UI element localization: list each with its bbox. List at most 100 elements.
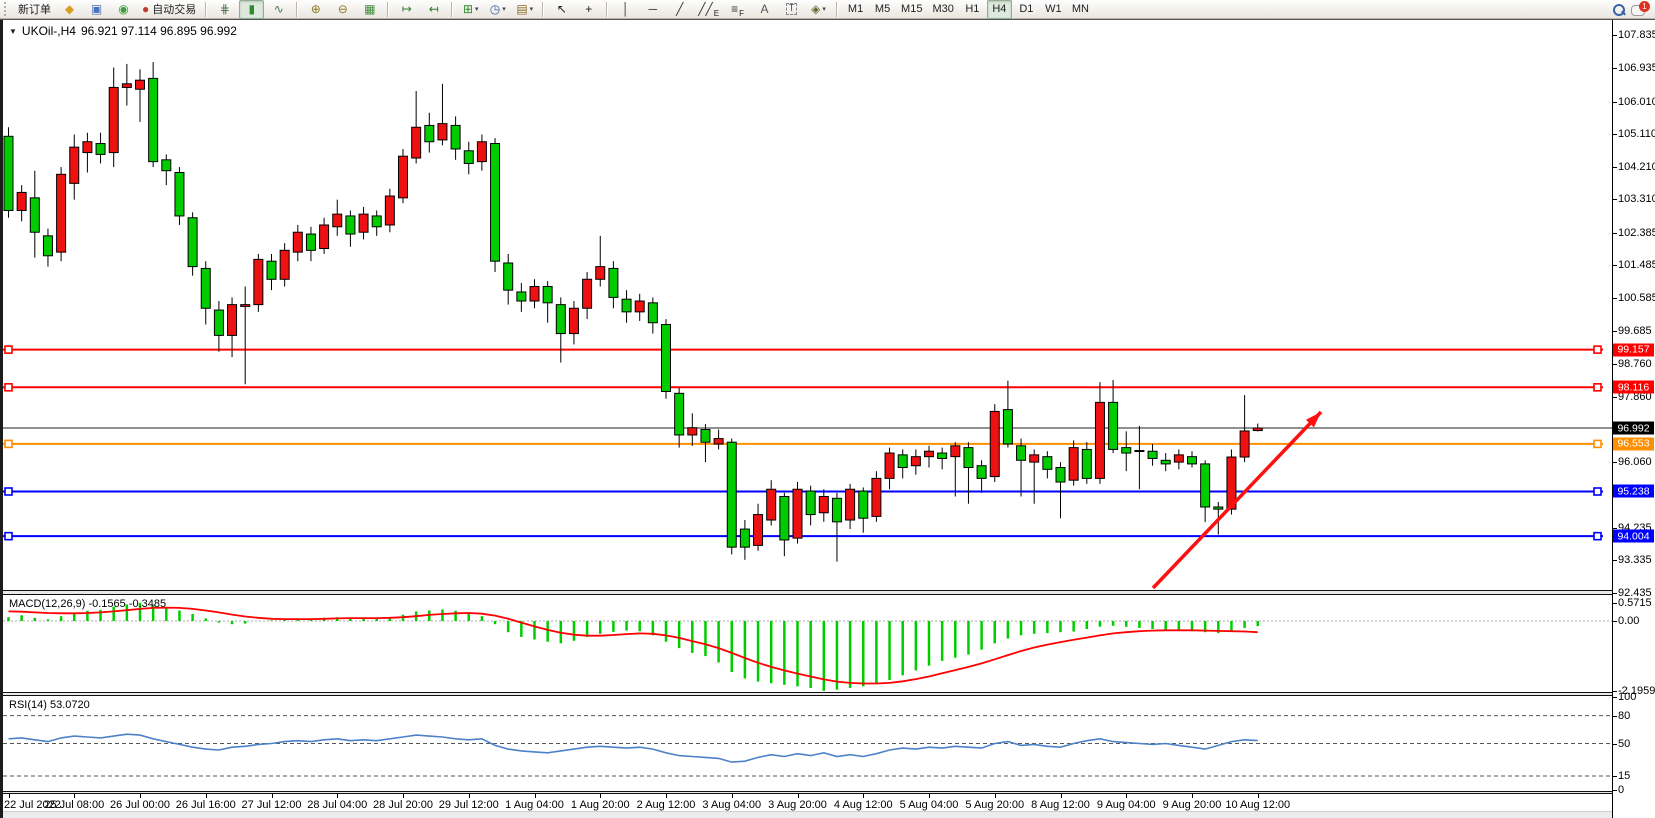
zoom-out-button[interactable]: ⊖ bbox=[330, 0, 355, 19]
axis-tick bbox=[1613, 621, 1617, 622]
text-button[interactable]: A bbox=[752, 0, 777, 19]
line-handle[interactable] bbox=[4, 383, 13, 392]
candle-body bbox=[424, 124, 435, 143]
search-icon[interactable] bbox=[1612, 3, 1625, 16]
candle-body bbox=[253, 258, 264, 306]
time-axis-label: 3 Aug 04:00 bbox=[702, 799, 762, 811]
dropdown-arrow-icon[interactable]: ▾ bbox=[822, 6, 826, 13]
horizontal-line-96.553[interactable] bbox=[3, 439, 1603, 449]
line-handle[interactable] bbox=[1593, 383, 1602, 392]
candlestick-button[interactable]: ▮ bbox=[239, 0, 265, 19]
panel-divider[interactable] bbox=[0, 791, 1612, 794]
market-watch-icon-button[interactable]: ◆ bbox=[57, 0, 82, 19]
candle-body bbox=[345, 215, 356, 235]
axis-tick bbox=[1613, 68, 1617, 70]
line-handle[interactable] bbox=[1593, 439, 1602, 449]
ohlc-values: 96.921 97.114 96.895 96.992 bbox=[80, 24, 237, 38]
price-axis-label: 106.935 bbox=[1618, 62, 1655, 75]
tile-windows-button[interactable]: ▦ bbox=[357, 0, 382, 19]
periods-button[interactable]: ◷ ▾ bbox=[485, 0, 510, 19]
timeframe-m1-button-label: M1 bbox=[847, 3, 864, 15]
timeframe-m30-button[interactable]: M30 bbox=[928, 0, 957, 19]
data-window-icon-button[interactable]: ▣ bbox=[84, 0, 109, 19]
price-badge-94.004: 94.004 bbox=[1613, 529, 1654, 543]
panel-divider[interactable] bbox=[0, 692, 1612, 696]
price-badge-98.116: 98.116 bbox=[1613, 380, 1654, 394]
bar-chart-button[interactable]: ⋕ bbox=[212, 0, 237, 19]
dropdown-arrow-icon[interactable]: ▾ bbox=[475, 6, 479, 13]
candle-body bbox=[240, 304, 251, 307]
line-handle[interactable] bbox=[1593, 531, 1602, 541]
line-handle[interactable] bbox=[1593, 487, 1602, 496]
symbol-dropdown-icon[interactable]: ▼ bbox=[9, 26, 17, 36]
axis-tick bbox=[1613, 461, 1617, 463]
horizontal-line-98.116[interactable] bbox=[3, 383, 1603, 392]
chat-icon[interactable]: 1 bbox=[1631, 0, 1650, 16]
line-handle[interactable] bbox=[4, 487, 13, 496]
price-axis[interactable]: 107.835 106.935 106.010 105.110 104.210 103.3… bbox=[1612, 20, 1655, 818]
time-axis-label: 2 Aug 12:00 bbox=[636, 799, 696, 811]
horizontal-line-button[interactable]: ─ bbox=[640, 0, 665, 19]
vertical-line-button[interactable]: │ bbox=[613, 0, 638, 19]
autotrade-button[interactable]: ● 自动交易 bbox=[138, 0, 200, 19]
macd-panel-canvas[interactable] bbox=[3, 595, 1612, 692]
timeframe-h1-button[interactable]: H1 bbox=[960, 0, 985, 19]
candle-body bbox=[161, 159, 172, 172]
zoom-in-button[interactable]: ⊕ bbox=[303, 0, 328, 19]
time-axis-label: 1 Aug 04:00 bbox=[505, 799, 564, 811]
horizontal-line-94.004[interactable] bbox=[3, 531, 1603, 541]
toolbar-separator bbox=[451, 1, 454, 17]
price-axis-label: 101.485 bbox=[1618, 259, 1655, 272]
templates-button[interactable]: ▤ ▾ bbox=[512, 0, 537, 19]
line-handle[interactable] bbox=[4, 345, 13, 354]
time-axis-label: 28 Jul 04:00 bbox=[307, 799, 368, 811]
timeframe-mn-button[interactable]: MN bbox=[1068, 0, 1093, 19]
timeframe-m5-button[interactable]: M5 bbox=[870, 0, 895, 19]
line-handle[interactable] bbox=[1593, 345, 1602, 354]
navigator-icon-button[interactable]: ◉ bbox=[111, 0, 136, 19]
crosshair-button[interactable]: + bbox=[576, 0, 601, 19]
candle-body bbox=[1016, 445, 1027, 461]
dropdown-arrow-icon[interactable]: ▾ bbox=[502, 6, 506, 13]
candle-body bbox=[1239, 430, 1250, 458]
text-icon: A bbox=[760, 2, 769, 16]
timeframe-m15-button[interactable]: M15 bbox=[897, 0, 926, 19]
price-axis-label: 96.060 bbox=[1618, 455, 1652, 468]
rsi-axis-label: 50 bbox=[1618, 737, 1631, 750]
horizontal-line-99.157[interactable] bbox=[3, 345, 1603, 354]
line-handle[interactable] bbox=[4, 439, 13, 449]
line-handle[interactable] bbox=[4, 531, 13, 541]
price-chart-canvas[interactable] bbox=[3, 22, 1612, 590]
cursor-button[interactable]: ↖ bbox=[549, 0, 574, 19]
timeframe-d1-button[interactable]: D1 bbox=[1014, 0, 1039, 19]
trend-arrow[interactable] bbox=[1151, 410, 1323, 590]
horizontal-line-95.238[interactable] bbox=[3, 487, 1603, 496]
trendline-button[interactable]: ╱ bbox=[667, 0, 692, 19]
equidistant-channel-button[interactable]: ╱╱ E bbox=[694, 0, 723, 19]
time-axis-tick bbox=[666, 794, 667, 798]
new-chart-button[interactable]: ⊞ ▾ bbox=[458, 0, 483, 19]
toolbar-separator bbox=[387, 1, 390, 17]
time-axis-tick bbox=[534, 794, 536, 798]
candle-body bbox=[82, 141, 93, 154]
auto-scroll-button[interactable]: ↦ bbox=[394, 0, 419, 19]
dropdown-arrow-icon[interactable]: ▾ bbox=[529, 6, 534, 13]
candle-body bbox=[1121, 447, 1132, 454]
panel-divider[interactable] bbox=[0, 590, 1612, 595]
toolbar-drag-handle bbox=[4, 2, 9, 16]
timeframe-m1-button[interactable]: M1 bbox=[843, 0, 868, 19]
timeframe-d1-button-label: D1 bbox=[1019, 3, 1034, 15]
candle-body bbox=[503, 262, 514, 291]
timeframe-w1-button[interactable]: W1 bbox=[1041, 0, 1066, 19]
rsi-panel-canvas[interactable] bbox=[3, 696, 1612, 791]
axis-tick bbox=[1613, 330, 1617, 332]
arrows-button[interactable]: ◈ ▾ bbox=[806, 0, 831, 19]
fibonacci-button[interactable]: ≡ F bbox=[725, 0, 750, 19]
time-axis-tick bbox=[403, 794, 404, 798]
new-order-button[interactable]: 新订单 bbox=[14, 0, 55, 19]
candle-body bbox=[1002, 409, 1013, 445]
line-chart-button[interactable]: ∿ bbox=[266, 0, 291, 19]
timeframe-h4-button[interactable]: H4 bbox=[986, 0, 1012, 19]
text-label-button[interactable]: T bbox=[779, 0, 804, 19]
chart-shift-button[interactable]: ↤ bbox=[421, 0, 446, 19]
